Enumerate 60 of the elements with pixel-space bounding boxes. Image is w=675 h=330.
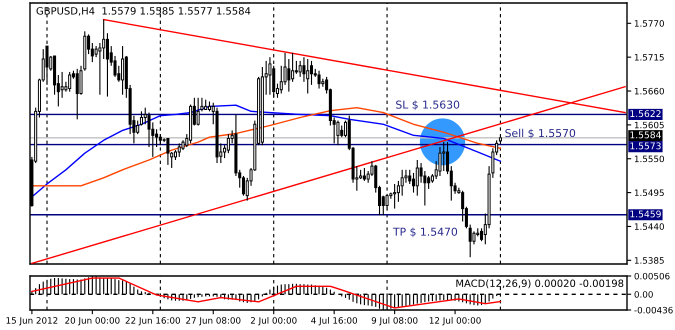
y-tick-label: 1.5660: [634, 88, 664, 94]
ref-line-label: 1.5573: [630, 142, 661, 150]
candlestick: [472, 230, 476, 245]
candlestick: [68, 71, 72, 92]
chart-title: MACD(12,26,9) 0.00020 -0.00198: [456, 279, 624, 288]
candlestick: [106, 32, 109, 98]
y-tick-label: 1.5385: [634, 257, 664, 264]
candlestick: [76, 68, 79, 120]
candlestick: [336, 120, 340, 146]
y-tick-label: 1.5605: [634, 122, 664, 128]
y-tick-label: 0.00: [634, 291, 653, 298]
candlestick: [416, 159, 419, 196]
x-tick-label: 9 Jul 08:00: [372, 316, 418, 326]
x-tick-label: 15 Jun 2012: [6, 317, 58, 326]
candlestick: [438, 146, 442, 177]
x-tick-label: 2 Jul 00:00: [250, 316, 297, 326]
x-tick-label: 4 Jul 16:00: [311, 316, 358, 326]
candlestick: [362, 167, 366, 182]
y-tick-label: -0.00436: [634, 306, 673, 314]
candlestick: [136, 120, 140, 135]
candlestick: [306, 58, 310, 94]
y-tick-label: 1.5550: [634, 156, 664, 162]
y-tick-label: 1.5770: [634, 20, 664, 27]
candlestick: [121, 46, 124, 96]
candlestick: [393, 183, 396, 210]
ref-line-label: 1.5622: [630, 110, 661, 118]
candlestick: [340, 124, 344, 138]
candlestick: [442, 142, 446, 172]
candlestick: [423, 170, 426, 206]
candlestick: [166, 138, 170, 166]
candlestick: [291, 52, 294, 82]
candlestick: [226, 134, 230, 154]
x-tick-label: 27 Jun 08:00: [186, 317, 240, 326]
candlestick: [318, 70, 321, 90]
candlestick: [204, 99, 208, 110]
candlestick: [178, 142, 181, 158]
x-tick-label: 20 Jun 00:00: [65, 317, 120, 326]
candlestick: [427, 175, 430, 190]
annotation: TP $ 1.5470: [392, 227, 458, 238]
candlestick: [196, 97, 200, 126]
y-tick-label: 1.5715: [634, 54, 664, 61]
candlestick: [480, 228, 484, 242]
annotation: SL $ 1.5630: [396, 100, 460, 110]
ref-line-label: 1.5459: [630, 210, 661, 218]
candlestick: [140, 110, 143, 126]
y-tick-label: 1.5495: [634, 189, 664, 196]
candlestick: [420, 162, 423, 184]
candlestick: [404, 169, 408, 184]
candlestick: [200, 97, 204, 112]
y-tick-label: 0.00506: [634, 272, 670, 280]
y-tick-label: 1.5440: [634, 223, 664, 230]
ref-line-label: 1.5584: [630, 131, 661, 138]
chart-title: GBPUSD,H4 1.5579 1.5585 1.5577 1.5584: [36, 7, 250, 16]
annotation: Sell $ 1.5570: [505, 128, 576, 139]
candlestick: [94, 46, 98, 58]
x-tick-label: 12 Jul 00:00: [430, 316, 481, 326]
x-tick-label: 22 Jun 16:00: [126, 317, 180, 326]
candlestick: [60, 71, 64, 98]
candlestick: [208, 100, 211, 112]
candlestick: [298, 60, 302, 78]
